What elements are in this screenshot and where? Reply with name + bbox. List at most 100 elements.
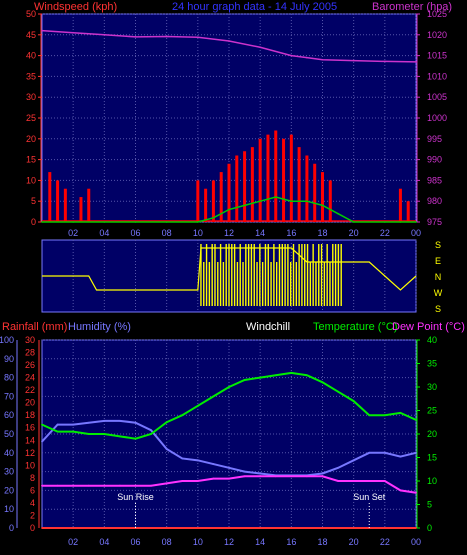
- wind-left-tick-label: 25: [26, 113, 36, 123]
- wind-x-tick-label: 18: [317, 228, 327, 238]
- dew-point-point: [274, 475, 277, 478]
- barometer-point: [134, 36, 137, 38]
- humidity-point: [103, 419, 106, 422]
- temperature-axis-label: Temperature (°C): [313, 321, 397, 333]
- barometer-point: [228, 40, 230, 42]
- barometer-point: [197, 36, 199, 39]
- dew-point-point: [72, 484, 75, 487]
- gust-point: [103, 221, 106, 223]
- humidity-point: [352, 459, 355, 462]
- dew-point-point: [41, 484, 43, 487]
- barometer-point: [306, 56, 308, 59]
- wind-left-tick-label: 10: [26, 175, 36, 185]
- rainfall-tick-label: 12: [25, 448, 35, 458]
- humidity-point: [41, 440, 43, 443]
- wind-left-tick-label: 5: [31, 196, 36, 206]
- temperature-tick-label: 35: [427, 359, 437, 369]
- barometer-point: [321, 58, 324, 61]
- barometer-tick-label: 1000: [427, 113, 447, 123]
- humidity-tick-label: 40: [4, 448, 14, 458]
- dew-point-point: [415, 491, 417, 494]
- weather-x-tick-label: 16: [286, 537, 296, 547]
- temperature-point: [196, 404, 199, 407]
- compass-label: S: [435, 240, 441, 250]
- temperature-point: [368, 414, 371, 417]
- barometer-axis-label: Barometer (hpa): [372, 1, 452, 13]
- barometer-point: [290, 54, 293, 57]
- barometer-tick-label: 980: [427, 196, 442, 206]
- dewpoint-axis-label: Dew Point (°C): [392, 321, 465, 333]
- humidity-point: [228, 466, 230, 469]
- gust-point: [352, 221, 355, 223]
- rainfall-tick-label: 14: [25, 435, 35, 445]
- rainfall-tick-label: 22: [25, 385, 35, 395]
- humidity-point: [337, 466, 339, 469]
- dew-point-point: [181, 480, 184, 482]
- temperature-point: [228, 386, 230, 388]
- sun-annotations: Sun Rise Sun Set: [117, 492, 386, 528]
- temperature-point: [352, 400, 355, 402]
- rainfall-tick-label: 4: [30, 498, 35, 508]
- temperature-tick-label: 40: [427, 335, 437, 345]
- rainfall-point: [41, 527, 43, 529]
- sunset-label: Sun Set: [353, 492, 386, 502]
- humidity-point: [87, 421, 90, 424]
- dew-point-point: [383, 480, 386, 482]
- humidity-point: [150, 429, 152, 432]
- temperature-point: [87, 433, 90, 435]
- gust-point: [290, 200, 293, 202]
- compass-label: S: [435, 304, 441, 314]
- rainfall-tick-label: 6: [30, 485, 35, 495]
- gust-point: [399, 221, 402, 223]
- humidity-point: [212, 463, 215, 465]
- humidity-axis-label: Humidity (%): [68, 321, 131, 333]
- barometer-line: [41, 29, 417, 63]
- temperature-point: [415, 419, 417, 421]
- gust-point: [165, 221, 168, 223]
- gust-point: [337, 212, 339, 215]
- humidity-tick-label: 30: [4, 467, 14, 477]
- weather-x-tick-label: 08: [162, 537, 172, 547]
- gust-point: [72, 221, 74, 223]
- wind-x-tick-label: 00: [411, 228, 421, 238]
- temperature-point: [243, 379, 246, 381]
- dew-point-point: [165, 482, 168, 485]
- compass-label: N: [435, 272, 442, 282]
- dew-point-point: [56, 484, 59, 487]
- weather-time-axis: 02 04 06 08 10 12 14 16 18 20 22 00: [68, 537, 421, 547]
- barometer-tick-label: 990: [427, 155, 442, 165]
- humidity-point: [415, 451, 417, 454]
- humidity-point: [399, 455, 402, 458]
- weather-x-tick-label: 04: [99, 537, 109, 547]
- temperature-tick-label: 30: [427, 382, 437, 392]
- wind-x-tick-label: 02: [68, 228, 78, 238]
- barometer-point: [352, 59, 355, 62]
- chart-title: 24 hour graph data - 14 July 2005: [172, 1, 337, 13]
- temperature-point: [337, 390, 339, 393]
- dew-point-point: [150, 484, 152, 487]
- humidity-point: [134, 421, 137, 424]
- wind-x-tick-label: 22: [380, 228, 390, 238]
- weather-x-tick-label: 02: [68, 537, 78, 547]
- gust-point: [134, 221, 137, 223]
- sunrise-label: Sun Rise: [117, 492, 154, 502]
- temperature-point: [150, 433, 152, 435]
- humidity-point: [196, 459, 199, 462]
- humidity-point: [383, 451, 386, 454]
- weather-x-tick-label: 06: [130, 537, 140, 547]
- humidity-tick-label: 60: [4, 410, 14, 420]
- gust-point: [41, 221, 43, 223]
- dew-point-point: [321, 475, 324, 478]
- humidity-tick-label: 50: [4, 429, 14, 439]
- temperature-tick-label: 10: [427, 476, 437, 486]
- wind-left-tick-label: 50: [26, 9, 36, 19]
- weather-x-tick-label: 10: [193, 537, 203, 547]
- wind-time-axis: 02 04 06 08 10 12 14 16 18 20 22 00: [68, 228, 421, 238]
- barometer-tick-label: 1025: [427, 9, 447, 19]
- compass-label: W: [434, 288, 443, 298]
- barometer-point: [103, 34, 106, 36]
